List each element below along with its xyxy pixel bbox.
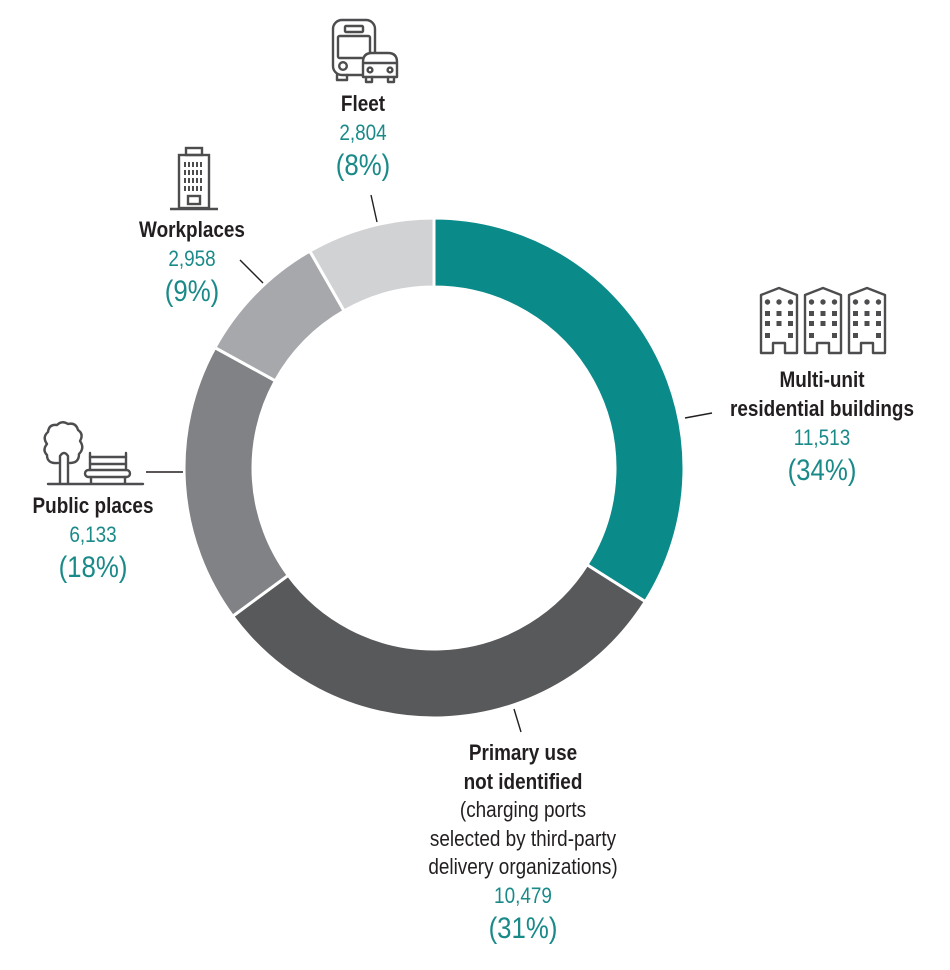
segment-value: 11,513 [793,425,851,450]
label-public-places: Public places 6,133 (18%) [0,491,253,586]
apartment-buildings-icon [759,286,887,355]
leader-line-primary-use [513,708,522,733]
segment-label: residential buildings [730,396,914,421]
leader-line-workplaces [239,259,264,284]
segment-label: Workplaces [139,217,245,242]
label-fleet: Fleet 2,804 (8%) [203,89,523,184]
segment-value: 6,133 [69,522,117,547]
segment-label: Public places [32,493,154,518]
segment-percent: (9%) [164,275,220,308]
segment-label: Multi-unit [779,367,865,392]
segment-primary-use [230,562,648,720]
segment-percent: (31%) [488,912,558,945]
segment-multi-unit [432,216,686,604]
label-multi-unit: Multi-unit residential buildings 11,513 … [662,365,950,489]
bus-and-car-icon [331,18,399,84]
label-primary-use: Primary use not identified (charging por… [363,739,683,947]
donut-ring [182,216,686,720]
segment-value: 2,958 [168,246,216,271]
segment-label: Fleet [340,91,386,116]
segment-fleet [307,216,436,313]
park-tree-bench-icon [43,421,145,486]
segment-label: Primary use [468,740,578,765]
label-workplaces: Workplaces 2,958 (9%) [32,215,352,310]
segment-percent: (8%) [335,149,391,182]
segment-percent: (18%) [58,551,128,584]
leader-line-multi-unit [684,412,713,419]
segment-value: 2,804 [339,120,387,145]
segment-percent: (34%) [787,454,857,487]
segment-note: delivery organizations) [428,854,618,879]
segment-note: selected by third-party [429,825,617,851]
segment-note: (charging ports [459,797,587,822]
office-building-icon [170,146,218,211]
segment-label: not identified [463,768,583,794]
leader-line-fleet [370,194,378,223]
segment-value: 10,479 [494,882,552,908]
